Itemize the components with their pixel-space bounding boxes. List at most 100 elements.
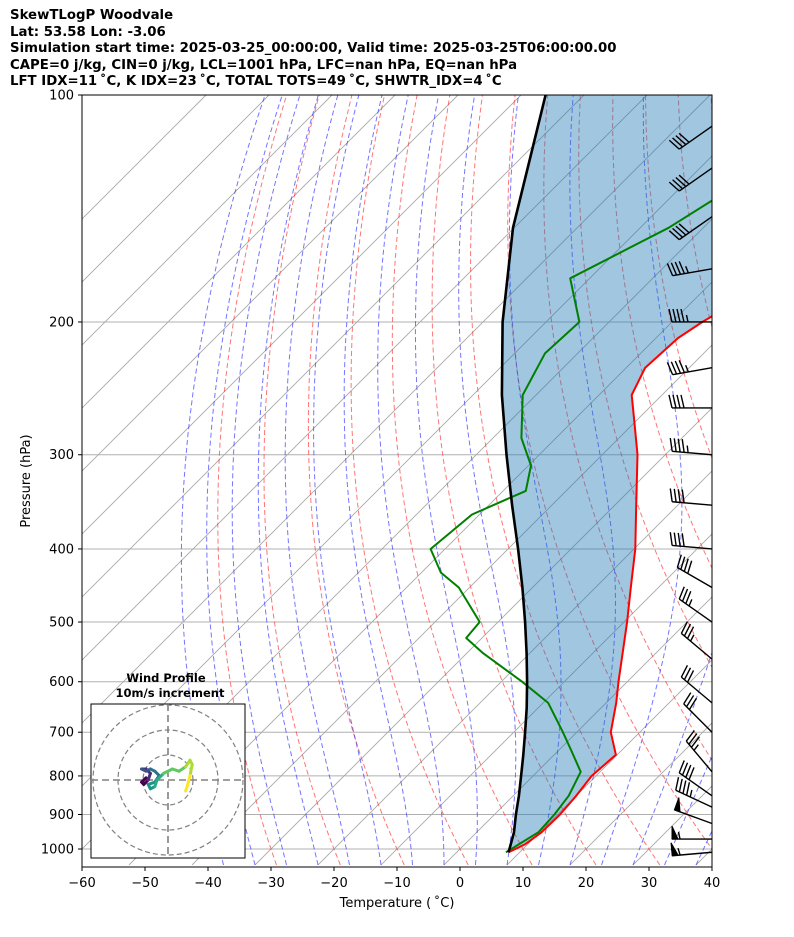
x-tick-label: 0 [456,876,464,891]
x-tick-label: 40 [704,876,721,891]
wind-barb [669,532,713,550]
dry-adiabat-line [543,95,712,762]
profile-lines [429,95,712,854]
dry-adiabat-line [391,95,533,866]
isotherm-line [317,470,712,866]
hodograph-title: Wind Profile [126,671,206,685]
isotherm-line [128,281,712,866]
hodograph-trace-segment [184,782,190,793]
wind-barb [676,554,713,589]
isotherm-line [569,722,712,866]
moist-adiabat-line [231,95,301,866]
isotherm-line [506,659,712,866]
isotherm-line [443,596,712,866]
dry-adiabat-line [645,95,712,460]
y-tick-label: 400 [49,542,74,557]
wind-barb [680,664,713,704]
background-lines [82,95,794,866]
y-tick-label: 200 [49,315,74,330]
wind-barb [666,360,713,376]
moist-adiabat-line [414,95,478,866]
moist-adiabat-line [343,95,413,866]
wind-barb [668,394,712,409]
location-text: Lat: 53.58 Lon: -3.06 [10,24,166,40]
y-tick-label: 800 [49,769,74,784]
isotherm-line [254,407,712,866]
y-tick-label: 500 [49,616,74,631]
wind-barb [671,825,712,840]
simulation-time-text: Simulation start time: 2025-03-25_00:00:… [10,41,617,56]
wind-barb [685,730,713,773]
cin-shading [501,95,712,853]
dry-adiabat-line [350,95,469,866]
hodograph-subtitle: 10m/s increment [116,686,225,700]
x-tick-label: −60 [68,876,95,891]
wind-barb [680,621,713,660]
wind-barb [678,586,713,623]
isotherm-line [82,95,270,283]
stability-indices-line-2: LFT IDX=11 ˚C, K IDX=23 ˚C, TOTAL TOTS=4… [10,74,502,89]
dry-adiabat-line [307,95,405,866]
x-tick-label: −20 [320,876,347,891]
wind-barb [673,797,713,825]
moist-adiabat-line [180,95,266,866]
hodograph-trace-segment [186,774,192,786]
parcel-profile-line [500,95,547,853]
moist-adiabat-line [458,95,517,866]
y-tick-label: 100 [49,89,74,104]
stability-indices-line-1: CAPE=0 j/kg, CIN=0 j/kg, LCL=1001 hPa, L… [10,57,518,73]
isotherm-line [82,95,522,535]
hodograph-trace-segment [188,763,194,778]
moist-adiabat-line [284,95,350,866]
hodograph-trace-segment [162,767,174,775]
y-tick-label: 300 [49,448,74,463]
wind-barb [678,760,713,797]
x-tick-label: −10 [383,876,410,891]
x-tick-label: −40 [194,876,221,891]
x-tick-label: −30 [257,876,284,891]
dry-adiabat-line [743,95,794,865]
isotherm-line [82,95,711,724]
moist-adiabat-line [206,95,283,866]
wind-barb [683,692,713,733]
moist-adiabat-line [377,95,445,865]
isotherm-line [82,95,396,409]
isotherm-line [380,533,712,866]
wind-barbs [666,125,713,857]
moist-adiabat-line [601,95,683,866]
dewpoint-profile-line [429,199,712,854]
moist-adiabat-line [664,754,712,866]
isotherm-line [82,95,585,598]
isotherm-line [82,95,459,472]
wind-profile-hodograph: Wind Profile 10m/s increment [90,671,246,859]
dry-adiabat-line [776,95,794,865]
y-tick-label: 700 [49,726,74,741]
x-tick-label: 10 [515,876,532,891]
wind-barb [668,167,713,192]
moist-adiabat-line [569,95,617,866]
wind-barb [669,437,713,456]
temperature-profile-line [507,315,712,854]
wind-barb [668,308,712,323]
chart-title: SkewTLogP Woodvale [10,8,174,23]
moist-adiabat-line [313,95,382,866]
wind-barb [675,777,713,808]
x-tick-label: 20 [578,876,595,891]
dry-adiabat-line [710,95,712,118]
dry-adiabat-line [217,95,288,866]
x-tick-label: 30 [641,876,658,891]
wind-barb [668,216,713,241]
isotherm-line [82,95,648,661]
cape-cin-shading [501,95,712,853]
y-tick-label: 1000 [41,843,74,858]
x-tick-label: −50 [131,876,158,891]
wind-barb [666,261,713,277]
dry-adiabat-line [431,95,597,866]
dry-adiabat-line [578,95,712,669]
moist-adiabat-line [257,95,319,866]
chart-header: SkewTLogP Woodvale Lat: 53.58 Lon: -3.06… [10,8,617,91]
isotherm-line [82,95,333,346]
x-axis-label: Temperature ( ˚C) [339,895,455,911]
